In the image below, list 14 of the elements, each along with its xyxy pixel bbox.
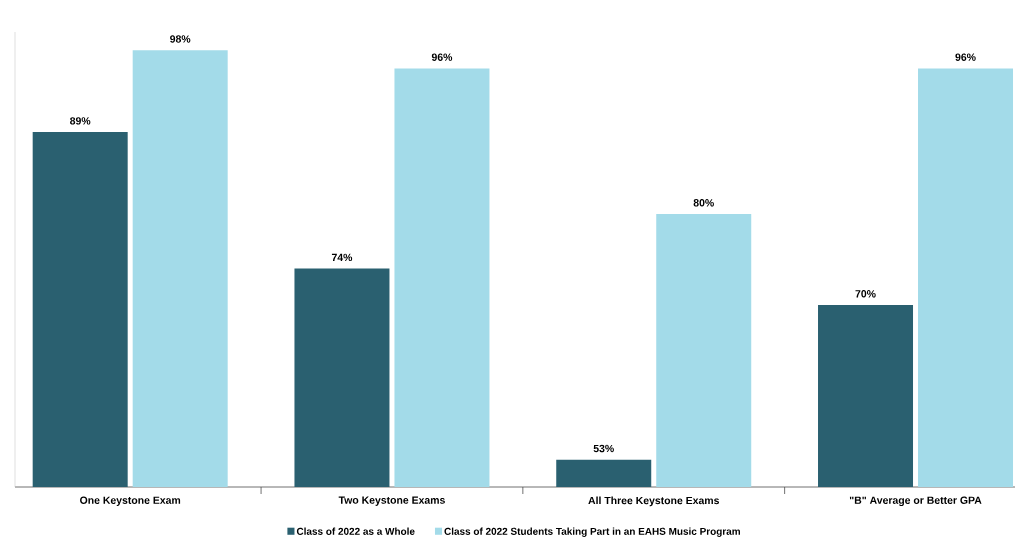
legend-label: Class of 2022 Students Taking Part in an EAHS Music Program [444,527,740,537]
data-label: 96% [955,53,976,61]
data-label: 80% [693,199,714,207]
data-label: 74% [331,253,353,262]
data-label: 96% [431,53,453,61]
x-tick-label: Two Keystone Exams [338,496,445,506]
data-label: 89% [70,117,91,125]
legend-label: Class of 2022 as a Whole [296,527,415,535]
x-tick-label: "B" Average or Better GPA [849,496,982,507]
data-label: 53% [593,444,614,453]
x-tick-label: All Three Keystone Exams [588,496,719,507]
x-tick-label: One Keystone Exam [80,496,181,506]
data-label: 70% [855,290,876,298]
data-label: 98% [170,35,191,43]
